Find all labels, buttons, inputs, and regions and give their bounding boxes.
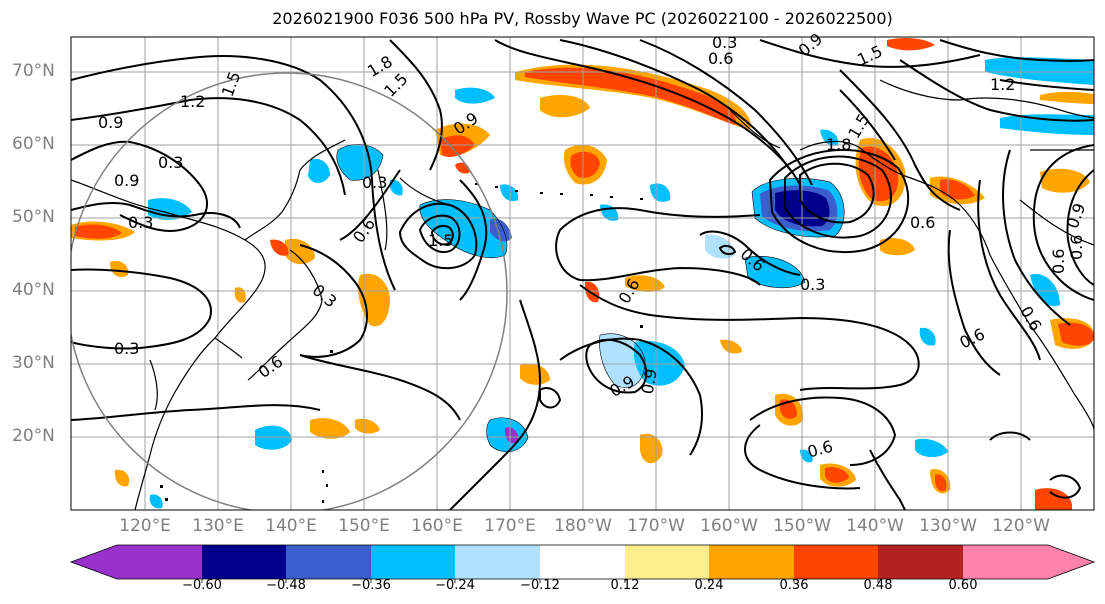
colorbar-tick-label: −0.24 xyxy=(435,578,475,593)
contour-label: 0.3 xyxy=(128,213,153,232)
contour-label: 0.3 xyxy=(800,275,825,294)
contour-label: 0.6 xyxy=(910,213,935,232)
lat-label-70n: 70°N xyxy=(12,61,55,81)
contour-label: 0.6 xyxy=(1049,249,1068,274)
map-plot-area xyxy=(71,37,1094,510)
lat-label-20n: 20°N xyxy=(12,426,55,446)
lat-label-30n: 30°N xyxy=(12,353,55,373)
anomaly-outlines xyxy=(336,144,845,452)
colorbar-segment xyxy=(878,545,963,579)
lon-label: 130°W xyxy=(919,516,977,536)
lon-label: 150°W xyxy=(773,516,831,536)
contour-label: 1.2 xyxy=(990,75,1015,94)
colorbar-segment xyxy=(794,545,878,579)
colorbar-segments xyxy=(71,545,1094,579)
lon-label: 180°W xyxy=(554,516,612,536)
coastlines xyxy=(71,79,1094,510)
island-dots xyxy=(160,183,643,503)
colorbar-tick-label: 0.48 xyxy=(863,578,893,593)
colorbar-tick-label: −0.60 xyxy=(182,578,222,593)
lon-label: 170°E xyxy=(484,516,536,536)
graticule xyxy=(71,37,1094,510)
contour-label: 0.3 xyxy=(158,153,183,172)
colorbar-tick-label: −0.12 xyxy=(520,578,560,593)
contour-label: 0.6 xyxy=(1067,235,1086,260)
range-circle xyxy=(71,72,508,510)
colorbar-tick-label: 0.60 xyxy=(948,578,978,593)
lon-label: 150°E xyxy=(338,516,390,536)
colorbar-segment xyxy=(963,545,1094,579)
lon-label: 120°E xyxy=(119,516,171,536)
contour-label: 0.3 xyxy=(712,33,737,52)
contour-label: 0.9 xyxy=(638,367,661,395)
anomaly-shading xyxy=(71,37,1094,510)
lat-label-40n: 40°N xyxy=(12,280,55,300)
contour-label: 0.9 xyxy=(114,171,139,190)
colorbar-segment xyxy=(202,545,286,579)
colorbar-frame xyxy=(69,544,1096,580)
lon-label: 140°E xyxy=(265,516,317,536)
lon-label: 160°W xyxy=(700,516,758,536)
lon-label: 170°W xyxy=(627,516,685,536)
contour-label: 1.8 xyxy=(826,135,851,154)
colorbar-segment xyxy=(625,545,709,579)
colorbar-tick-label: −0.36 xyxy=(351,578,391,593)
colorbar-segment xyxy=(71,545,202,579)
contour-label: 0.3 xyxy=(362,173,387,192)
map-frame xyxy=(70,36,1095,511)
colorbar-tick-label: 0.12 xyxy=(610,578,640,593)
colorbar xyxy=(69,544,1096,583)
colorbar-tick-label: −0.48 xyxy=(266,578,306,593)
contour-label: 1.5 xyxy=(428,231,453,250)
lon-label: 140°W xyxy=(846,516,904,536)
colorbar-tick-label: 0.24 xyxy=(694,578,724,593)
contour-label: 0.3 xyxy=(114,339,139,358)
pv-contours xyxy=(71,39,1094,510)
lat-label-50n: 50°N xyxy=(12,207,55,227)
contour-label: 0.6 xyxy=(708,49,733,68)
lon-label: 160°E xyxy=(411,516,463,536)
lat-label-60n: 60°N xyxy=(12,134,55,154)
map-title: 2026021900 F036 500 hPa PV, Rossby Wave … xyxy=(272,9,893,28)
colorbar-segment xyxy=(286,545,371,579)
colorbar-segment xyxy=(709,545,794,579)
colorbar-ticks xyxy=(201,579,964,583)
lon-label: 130°E xyxy=(192,516,244,536)
contour-label: 0.9 xyxy=(98,113,123,132)
lon-label: 120°W xyxy=(992,516,1050,536)
contour-label: 1.2 xyxy=(180,92,205,111)
colorbar-tick-label: 0.36 xyxy=(779,578,809,593)
colorbar-segment xyxy=(540,545,625,579)
colorbar-segment xyxy=(371,545,455,579)
colorbar-segment xyxy=(455,545,540,579)
